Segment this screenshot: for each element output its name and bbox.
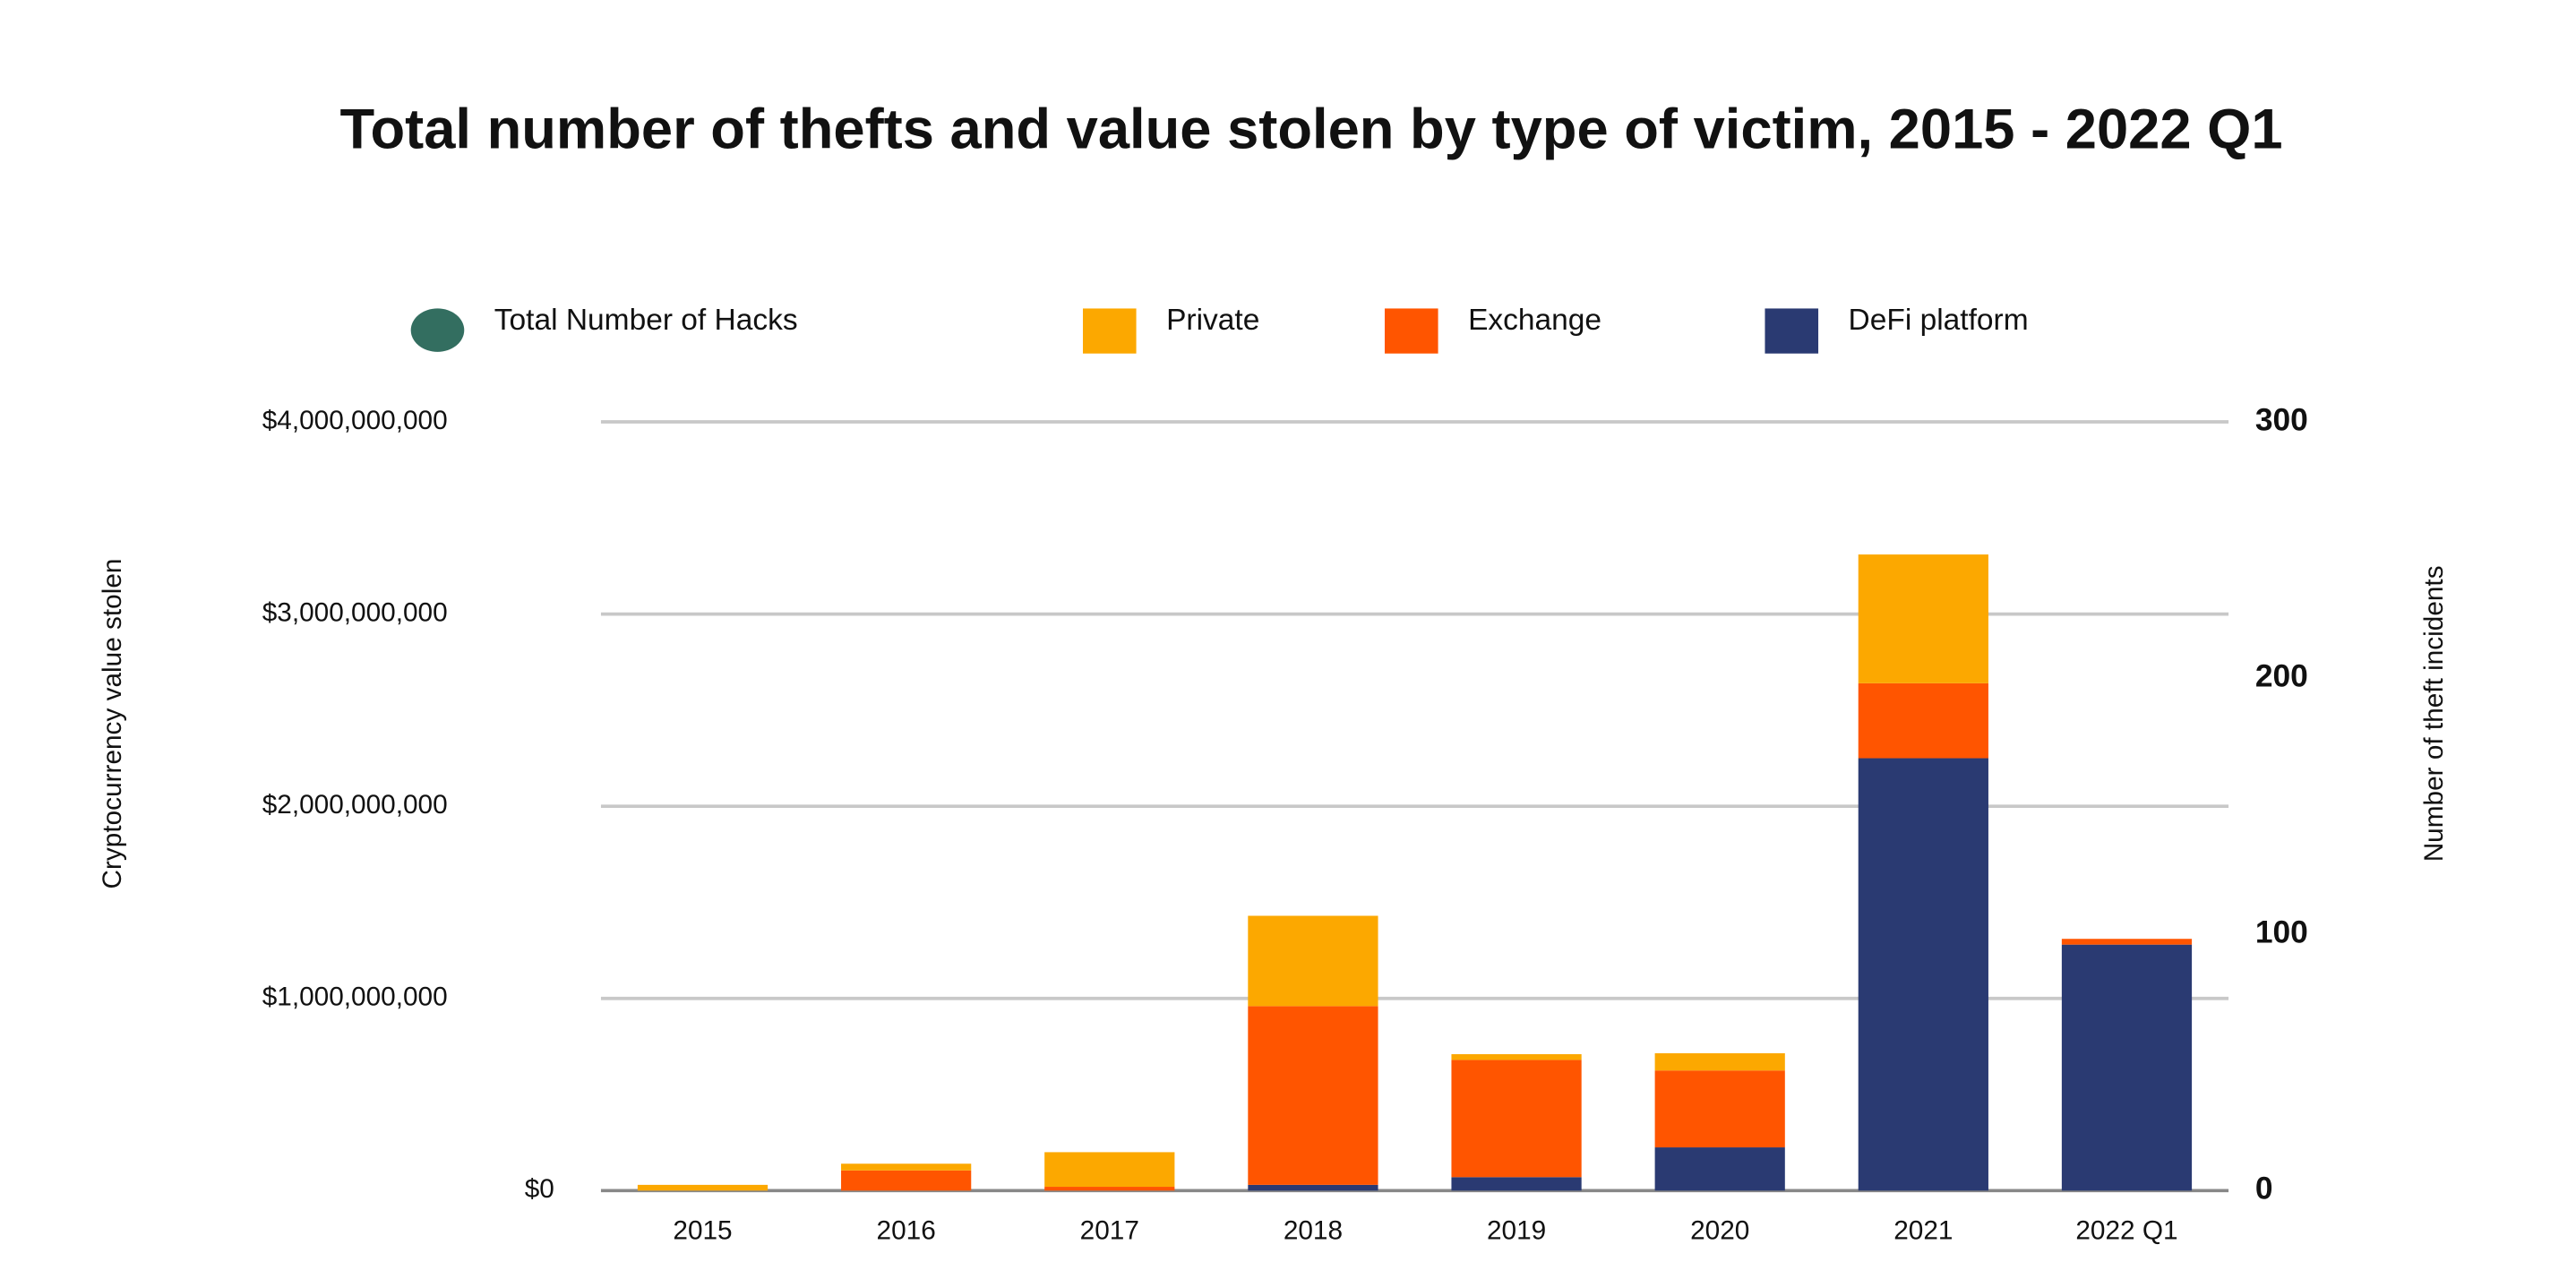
legend-label: Exchange xyxy=(1468,304,1601,337)
y2-axis-label: Number of theft incidents xyxy=(2419,565,2449,862)
bar-segment xyxy=(2061,944,2193,1191)
legend-label: Private xyxy=(1166,304,1259,337)
chart-title: Total number of thefts and value stolen … xyxy=(340,99,2283,161)
y-tick-label: $2,000,000,000 xyxy=(262,790,448,820)
y2-tick-label: 0 xyxy=(2255,1172,2273,1206)
bar-segment xyxy=(1654,1052,1785,1071)
y2-tick-label: 100 xyxy=(2255,915,2308,950)
bar-segment xyxy=(1248,915,1378,1007)
legend-swatch xyxy=(1082,308,1137,354)
bar-segment xyxy=(2061,939,2193,945)
bar-segment xyxy=(1858,554,1988,683)
legend-label: Total Number of Hacks xyxy=(494,304,798,337)
x-tick-label: 2017 xyxy=(1080,1216,1139,1246)
y2-tick-label: 300 xyxy=(2255,402,2308,437)
x-tick-label: 2015 xyxy=(673,1216,732,1246)
bar-segment xyxy=(1858,758,1988,1191)
bar-segment xyxy=(1654,1070,1785,1148)
legend-swatch xyxy=(410,308,465,352)
y-tick-label: $1,000,000,000 xyxy=(262,983,448,1012)
bar-segment xyxy=(1451,1053,1582,1060)
bar-segment xyxy=(841,1163,972,1171)
y2-tick-label: 200 xyxy=(2255,658,2308,693)
y-tick-label: $3,000,000,000 xyxy=(262,597,448,627)
x-tick-label: 2018 xyxy=(1284,1216,1343,1246)
legend-label: DeFi platform xyxy=(1849,304,2029,337)
bar-segment xyxy=(1248,1006,1378,1185)
x-tick-label: 2020 xyxy=(1690,1216,1749,1246)
bar-segment xyxy=(841,1170,972,1191)
bar-segment xyxy=(1044,1187,1175,1191)
bar-segment xyxy=(1248,1184,1378,1191)
x-tick-label: 2022 Q1 xyxy=(2075,1216,2177,1246)
y-tick-label: $0 xyxy=(525,1174,554,1204)
legend-swatch xyxy=(1765,308,1819,354)
legend-swatch xyxy=(1384,308,1438,354)
bar-segment xyxy=(1654,1147,1785,1191)
x-tick-label: 2019 xyxy=(1487,1216,1546,1246)
bar-segment xyxy=(1451,1177,1582,1191)
bar-segment xyxy=(1858,682,1988,759)
x-tick-label: 2016 xyxy=(877,1216,936,1246)
bar-segment xyxy=(1044,1152,1175,1188)
bar-segment xyxy=(1451,1060,1582,1178)
y-axis-label: Cryptocurrency value stolen xyxy=(98,559,127,889)
x-tick-label: 2021 xyxy=(1893,1216,1953,1246)
bar-segment xyxy=(637,1184,769,1191)
y-tick-label: $4,000,000,000 xyxy=(262,406,448,435)
